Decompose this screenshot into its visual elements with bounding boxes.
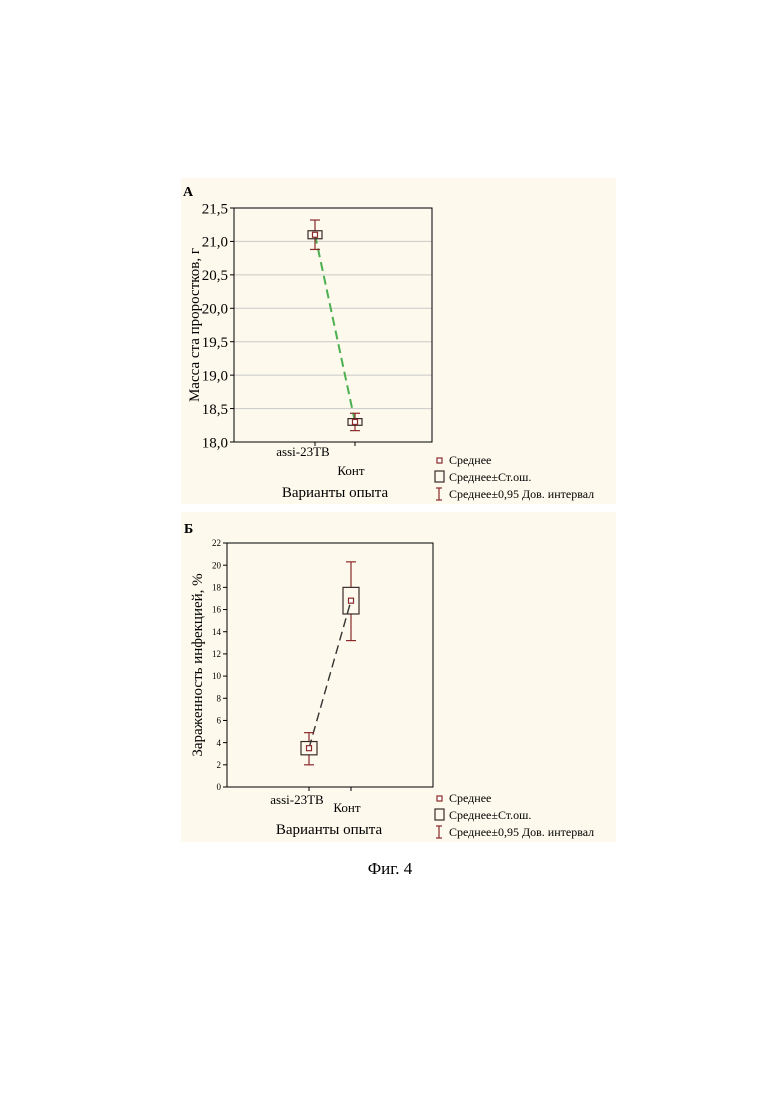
- y-tick-label: 8: [217, 693, 222, 703]
- chart-panel-b: Б 0 2 4 6 8 10 12 14 16 18 20 22 assi-23TB Конт Вариант…: [181, 512, 616, 842]
- y-tick-label: 19,5: [202, 335, 228, 351]
- y-tick-label: 22: [212, 538, 221, 548]
- y-tick-label: 0: [217, 782, 222, 792]
- y-tick-label: 18: [212, 583, 222, 593]
- mean-marker: [353, 419, 358, 424]
- y-tick-label: 4: [217, 738, 222, 748]
- y-tick-label: 18,5: [202, 402, 228, 418]
- mean-marker: [349, 598, 354, 603]
- legend-box-icon: [435, 809, 444, 820]
- y-tick-label: 18,0: [202, 435, 228, 451]
- y-tick-label: 20,5: [202, 268, 228, 284]
- x-axis-label: Варианты опыта: [276, 822, 383, 838]
- legend-mean-icon: [437, 796, 442, 801]
- y-tick-label: 16: [212, 605, 222, 615]
- x-category-label: assi-23TB: [270, 792, 324, 807]
- y-tick-label: 10: [212, 671, 222, 681]
- figure-caption: Фиг. 4: [0, 859, 780, 879]
- mean-line: [315, 235, 355, 422]
- y-tick-label: 14: [212, 627, 222, 637]
- y-tick-label: 2: [217, 760, 222, 770]
- legend-entry-label: Среднее: [449, 791, 491, 805]
- mean-marker: [307, 746, 312, 751]
- plot-frame: [227, 543, 433, 787]
- x-category-label: Конт: [337, 463, 364, 478]
- mean-marker: [313, 232, 318, 237]
- legend-mean-icon: [437, 458, 442, 463]
- y-tick-label: 20,0: [202, 302, 228, 318]
- y-axis-label: Масса ста проростков, г: [187, 248, 203, 402]
- y-axis-label: Зараженность инфекцией, %: [190, 573, 206, 756]
- y-tick-label: 12: [212, 649, 221, 659]
- y-tick-label: 21,0: [202, 235, 228, 251]
- x-category-label: Конт: [333, 800, 360, 815]
- y-tick-label: 19,0: [202, 368, 228, 384]
- mean-line: [309, 601, 351, 749]
- panel-label: Б: [184, 522, 193, 537]
- plot-frame: [234, 208, 432, 442]
- panel-label: А: [183, 185, 194, 200]
- y-tick-label: 20: [212, 560, 222, 570]
- chart-b: Б 0 2 4 6 8 10 12 14 16 18 20 22 assi-23TB Конт Вариант…: [181, 512, 616, 842]
- legend-entry-label: Среднее: [449, 453, 491, 467]
- x-category-label: assi-23TB: [276, 444, 330, 459]
- x-axis-label: Варианты опыта: [282, 485, 389, 501]
- legend-entry-label: Среднее±0,95 Дов. интервал: [449, 487, 594, 501]
- chart-panel-a: А 18,0 18,5 19,0 19,5 20,0 20,5 21,0 21,5 assi-23…: [181, 178, 616, 504]
- legend-entry-label: Среднее±Ст.ош.: [449, 470, 531, 484]
- legend-box-icon: [435, 471, 444, 482]
- y-tick-label: 6: [217, 716, 222, 726]
- legend-entry-label: Среднее±0,95 Дов. интервал: [449, 825, 594, 839]
- legend-entry-label: Среднее±Ст.ош.: [449, 808, 531, 822]
- y-tick-label: 21,5: [202, 201, 228, 217]
- chart-a: А 18,0 18,5 19,0 19,5 20,0 20,5 21,0 21,5 assi-23…: [181, 178, 616, 504]
